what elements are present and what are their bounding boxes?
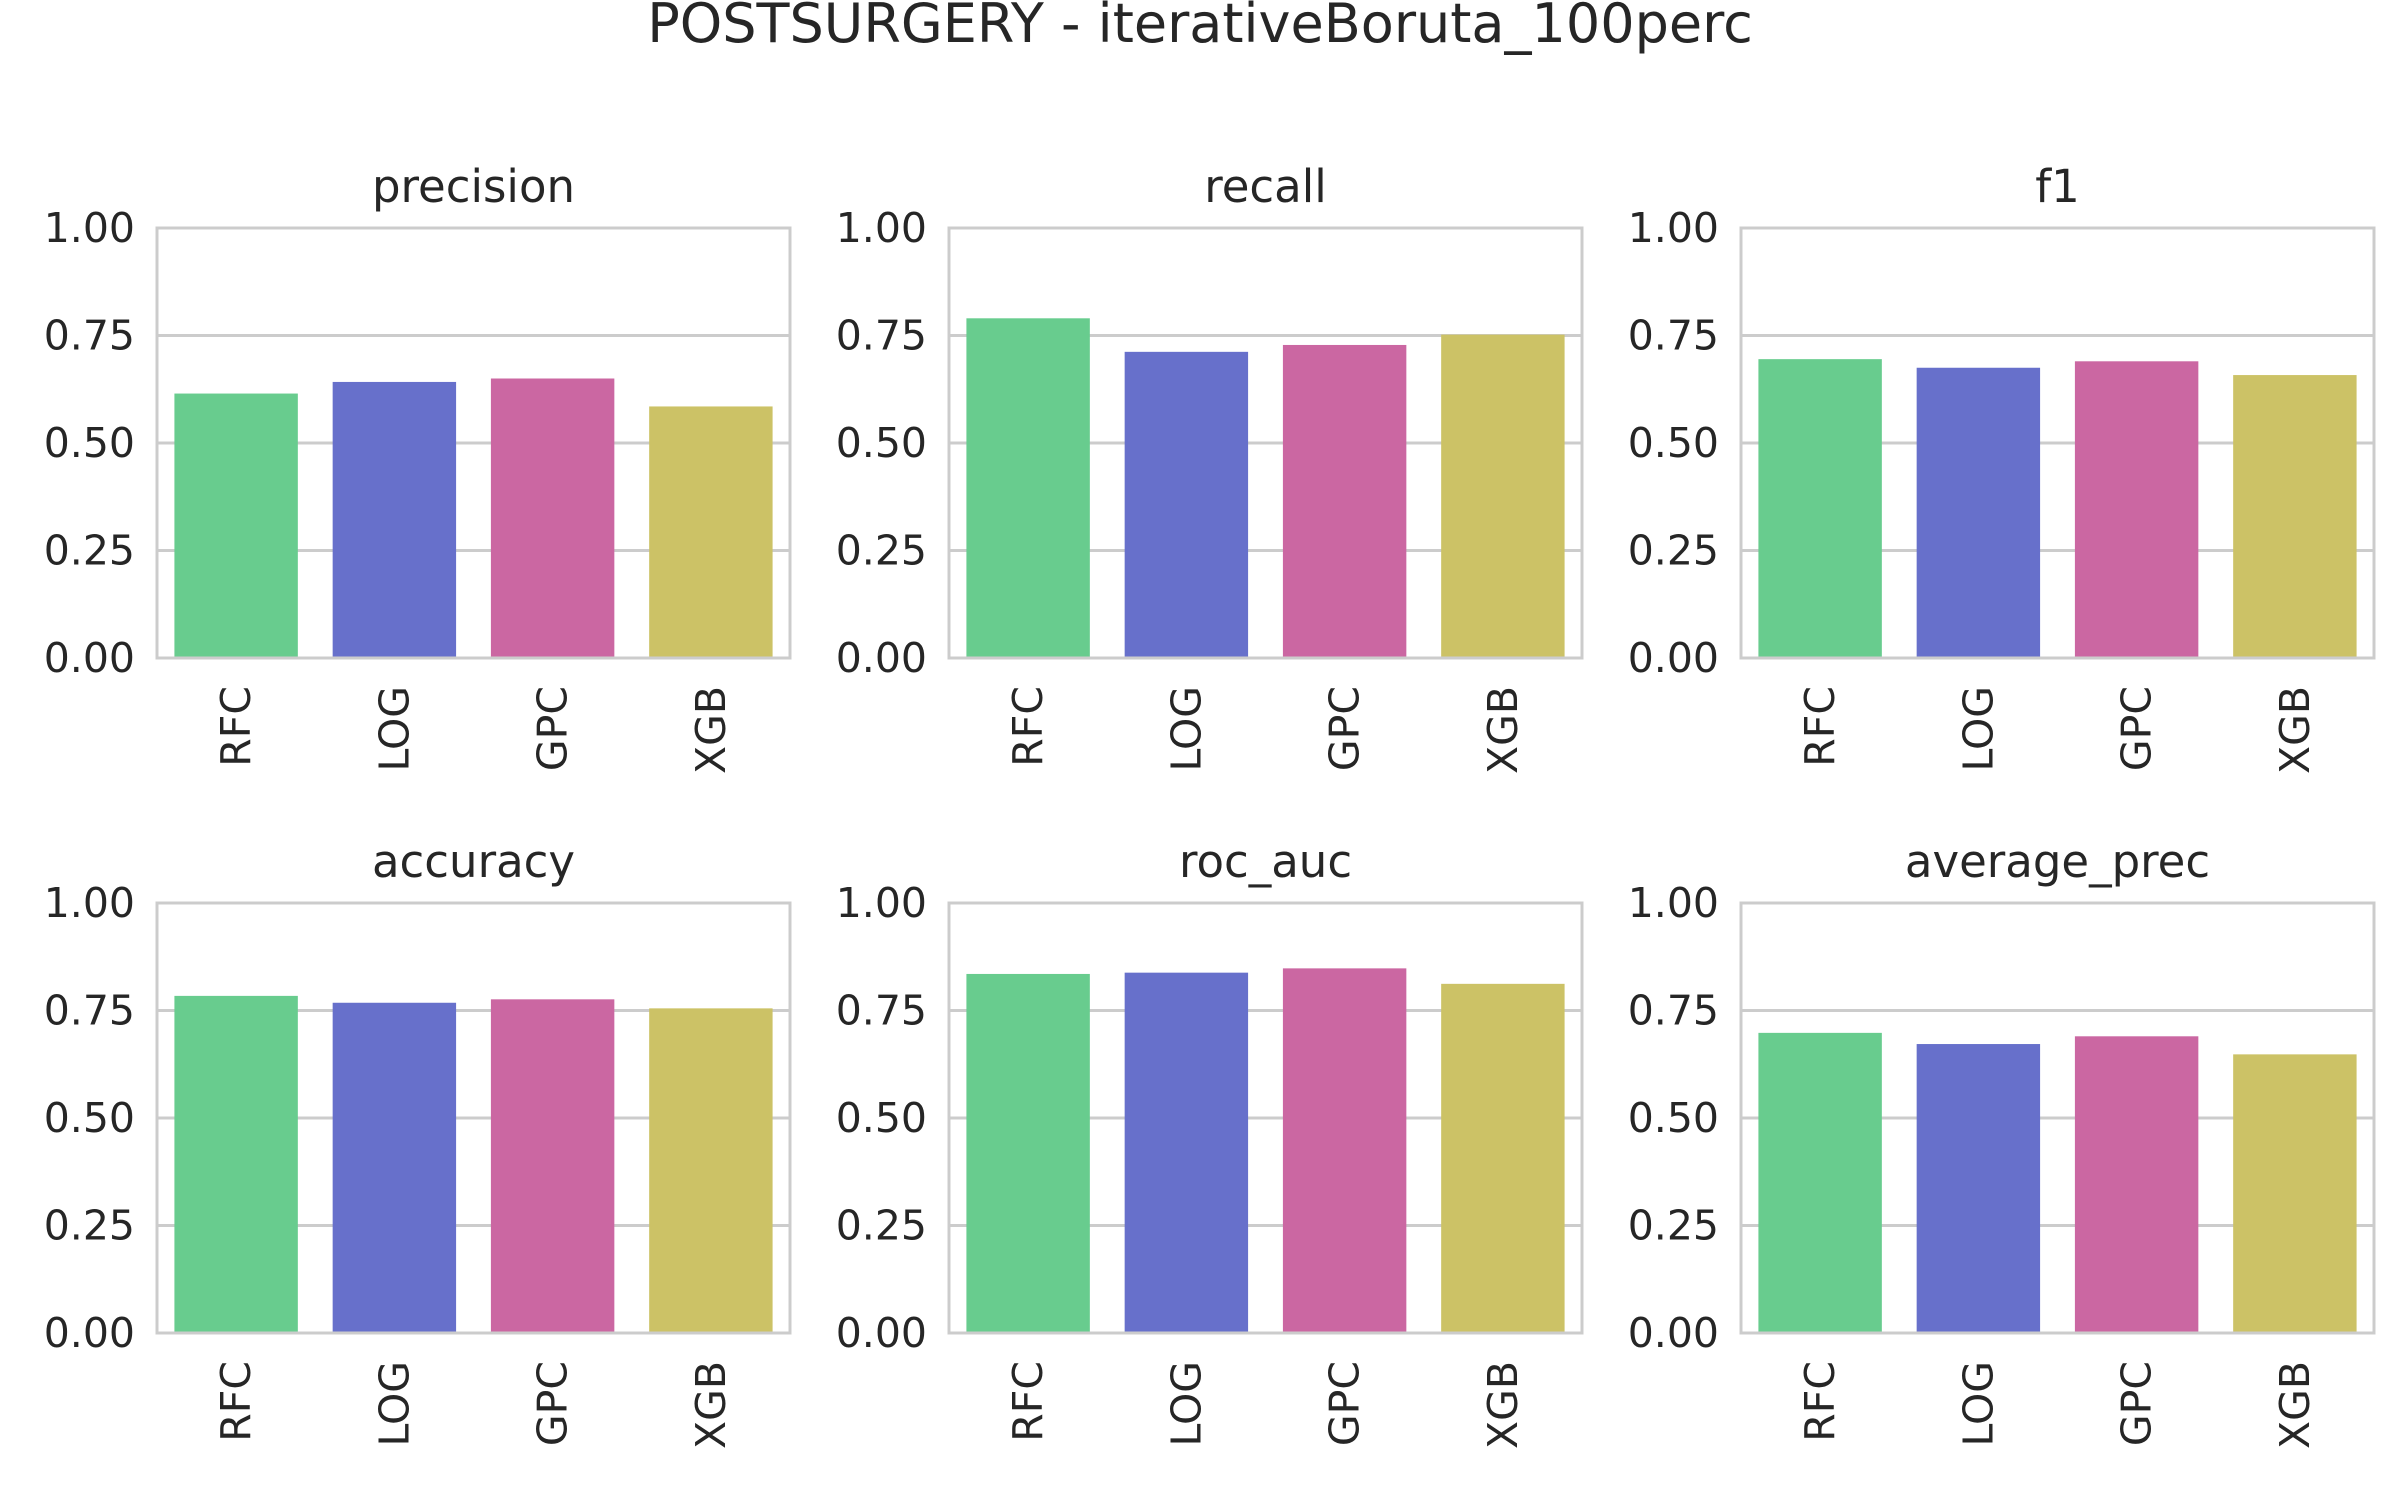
x-tick-label: LOG: [370, 686, 418, 771]
y-tick-label: 0.00: [1628, 1309, 1719, 1357]
axes-frame: [947, 901, 1584, 1335]
bar-rfc: [966, 318, 1090, 658]
y-tick-label: 0.50: [836, 419, 927, 467]
axes-frame: [1739, 226, 2376, 660]
x-tick-label: RFC: [1796, 686, 1844, 767]
bar-log: [1916, 1044, 2041, 1333]
x-tick-label: XGB: [687, 686, 735, 774]
x-tick-label: LOG: [370, 1361, 418, 1446]
x-tick-label: XGB: [2271, 686, 2319, 774]
bar-xgb: [649, 1008, 773, 1333]
x-tick-label: RFC: [1796, 1361, 1844, 1442]
x-tick-label: GPC: [529, 1361, 577, 1446]
figure-title: POSTSURGERY - iterativeBoruta_100perc: [647, 0, 1753, 55]
bar-rfc: [966, 973, 1090, 1333]
bar-log: [332, 381, 457, 658]
axes-frame: [155, 226, 792, 660]
panel-title: roc_auc: [1179, 835, 1352, 888]
y-tick-label: 0.25: [836, 527, 927, 575]
y-tick-label: 0.00: [836, 1309, 927, 1357]
bar-xgb: [1441, 334, 1565, 658]
panel-f1: 0.00 0.25 0.50 0.75 1.00 f1 RFC LOG GPC XGB: [1628, 160, 2376, 774]
y-tick-label: 0.25: [1628, 1202, 1719, 1250]
x-tick-label: XGB: [1479, 1361, 1527, 1449]
bar-gpc: [490, 378, 615, 658]
bar-log: [1916, 367, 2041, 658]
y-tick-label: 0.75: [1628, 987, 1719, 1035]
bar-gpc: [1282, 344, 1407, 658]
y-tick-label: 0.25: [836, 1202, 927, 1250]
panel-title: average_prec: [1905, 835, 2210, 888]
y-tick-label: 0.75: [836, 312, 927, 360]
y-tick-label: 1.00: [836, 879, 927, 927]
bar-log: [1124, 351, 1249, 658]
panel-recall: 0.00 0.25 0.50 0.75 1.00 recall RFC LOG GPC XGB: [836, 160, 1584, 774]
x-tick-label: GPC: [529, 686, 577, 771]
panel-title: recall: [1204, 160, 1327, 213]
y-tick-label: 0.25: [44, 1202, 135, 1250]
y-tick-label: 0.50: [1628, 419, 1719, 467]
y-tick-label: 0.75: [44, 312, 135, 360]
y-tick-label: 0.25: [44, 527, 135, 575]
y-tick-label: 0.50: [1628, 1094, 1719, 1142]
x-tick-label: RFC: [1004, 686, 1052, 767]
x-tick-label: XGB: [1479, 686, 1527, 774]
y-tick-label: 1.00: [836, 204, 927, 252]
y-tick-label: 0.75: [836, 987, 927, 1035]
bar-gpc: [490, 999, 615, 1333]
bar-xgb: [1441, 983, 1565, 1333]
x-tick-label: GPC: [2113, 686, 2161, 771]
x-tick-label: GPC: [1321, 686, 1369, 771]
y-tick-label: 0.50: [836, 1094, 927, 1142]
bar-gpc: [2074, 1036, 2199, 1333]
x-tick-label: LOG: [1162, 686, 1210, 771]
axes-frame: [155, 901, 792, 1335]
x-tick-label: GPC: [2113, 1361, 2161, 1446]
panel-precision: 0.00 0.25 0.50 0.75 1.00 precision RFC LOG GPC XG…: [44, 160, 792, 774]
panel-title: precision: [372, 160, 575, 213]
bar-xgb: [2233, 1054, 2357, 1333]
y-tick-label: 0.00: [836, 634, 927, 682]
y-tick-label: 0.00: [44, 634, 135, 682]
panel-title: accuracy: [372, 835, 575, 888]
y-tick-label: 1.00: [44, 879, 135, 927]
y-tick-label: 0.50: [44, 419, 135, 467]
bar-rfc: [1758, 1032, 1882, 1333]
y-tick-label: 0.25: [1628, 527, 1719, 575]
x-tick-label: RFC: [212, 1361, 260, 1442]
panel-average-prec: 0.00 0.25 0.50 0.75 1.00 average_prec RFC LOG GP…: [1628, 835, 2376, 1449]
y-tick-label: 0.75: [1628, 312, 1719, 360]
x-tick-label: LOG: [1954, 686, 2002, 771]
y-tick-label: 1.00: [1628, 879, 1719, 927]
bar-log: [332, 1002, 457, 1333]
y-tick-label: 0.75: [44, 987, 135, 1035]
bar-rfc: [1758, 359, 1882, 658]
panel-roc-auc: 0.00 0.25 0.50 0.75 1.00 roc_auc RFC LOG GPC XGB: [836, 835, 1584, 1449]
x-tick-label: LOG: [1162, 1361, 1210, 1446]
x-tick-label: XGB: [2271, 1361, 2319, 1449]
y-tick-label: 0.00: [1628, 634, 1719, 682]
bar-log: [1124, 972, 1249, 1333]
bar-xgb: [649, 406, 773, 658]
x-tick-label: GPC: [1321, 1361, 1369, 1446]
bar-xgb: [2233, 375, 2357, 658]
panel-accuracy: 0.00 0.25 0.50 0.75 1.00 accuracy RFC LOG GPC XGB: [44, 835, 792, 1449]
y-tick-label: 1.00: [1628, 204, 1719, 252]
bar-rfc: [174, 995, 298, 1333]
y-tick-label: 0.00: [44, 1309, 135, 1357]
bar-gpc: [1282, 968, 1407, 1333]
x-tick-label: XGB: [687, 1361, 735, 1449]
x-tick-label: LOG: [1954, 1361, 2002, 1446]
x-tick-label: RFC: [212, 686, 260, 767]
y-tick-label: 1.00: [44, 204, 135, 252]
bar-rfc: [174, 393, 298, 658]
y-tick-label: 0.50: [44, 1094, 135, 1142]
x-tick-label: RFC: [1004, 1361, 1052, 1442]
panel-title: f1: [2035, 160, 2079, 213]
axes-frame: [947, 226, 1584, 660]
axes-frame: [1739, 901, 2376, 1335]
bar-gpc: [2074, 361, 2199, 658]
